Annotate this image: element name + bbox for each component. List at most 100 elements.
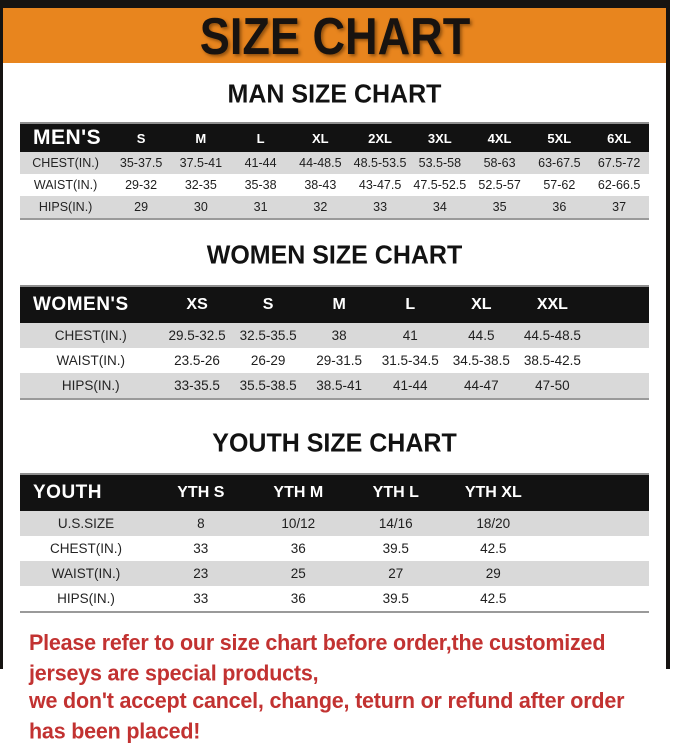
value-cell: 47.5-52.5 (413, 178, 467, 192)
women-size-table: WOMEN'S XS S M L XL XXL CHEST(IN.) 29.5-32.5 32.… (20, 285, 649, 400)
value-cell: 52.5-57 (478, 178, 521, 192)
size-column-header: YTH L (347, 474, 445, 511)
table-corner-label: YOUTH (20, 474, 153, 511)
value-cell: 44-47 (464, 378, 499, 393)
page-title: SIZE CHART (199, 6, 470, 65)
value-cell: 35-37.5 (119, 156, 163, 170)
size-column-header: M (303, 286, 375, 323)
youth-size-table: YOUTH YTH S YTH M YTH L YTH XL U.S.SIZE 8 10/1… (20, 473, 649, 613)
value-cell: 18/20 (476, 516, 511, 531)
value-cell: 25 (290, 566, 306, 581)
row-label-cell: WAIST(IN.) (33, 178, 98, 192)
size-column-header: S (232, 286, 304, 323)
size-column-header: XL (445, 286, 517, 323)
man-size-table: MEN'S S M L XL 2XL 3XL 4XL 5XL 6XL CHEST(IN.) 35-3… (20, 122, 649, 220)
row-label-cell: U.S.SIZE (57, 516, 115, 531)
value-cell: 29 (134, 200, 149, 214)
value-cell: 42.5 (480, 591, 507, 606)
value-cell: 35.5-38.5 (239, 378, 297, 393)
value-cell: 8 (197, 516, 205, 531)
value-cell: 29-32 (125, 178, 158, 192)
value-cell: 38-43 (304, 178, 337, 192)
value-cell: 43-47.5 (358, 178, 402, 192)
size-column-header: M (170, 123, 231, 152)
value-cell: 36 (290, 591, 306, 606)
section-title-man: MAN SIZE CHART (227, 79, 442, 109)
table-row: CHEST(IN.) 29.5-32.5 32.5-35.5 38 41 44.5 44.5… (20, 323, 649, 348)
value-cell: 35-38 (244, 178, 277, 192)
value-cell: 42.5 (480, 541, 507, 556)
size-column-header: XXL (516, 286, 588, 323)
empty-cell (588, 348, 649, 373)
table-header-row: WOMEN'S XS S M L XL XXL (20, 286, 649, 323)
value-cell: 27 (388, 566, 404, 581)
value-cell: 29.5-32.5 (168, 328, 226, 343)
size-column-header: 3XL (409, 123, 470, 152)
value-cell: 67.5-72 (597, 156, 641, 170)
value-cell: 38 (331, 328, 347, 343)
empty-cell (542, 586, 649, 612)
banner: SIZE CHART (3, 6, 666, 65)
value-cell: 41-44 (244, 156, 277, 170)
section-title-youth: YOUTH SIZE CHART (212, 428, 457, 458)
empty-cell (588, 323, 649, 348)
size-column-header: L (230, 123, 291, 152)
value-cell: 38.5-41 (316, 378, 363, 393)
value-cell: 32-35 (184, 178, 217, 192)
women-size-table-wrap: WOMEN'S XS S M L XL XXL CHEST(IN.) 29.5-32.5 32.… (20, 285, 649, 400)
value-cell: 23.5-26 (174, 353, 220, 368)
row-label-cell: CHEST(IN.) (32, 156, 99, 170)
man-size-table-wrap: MEN'S S M L XL 2XL 3XL 4XL 5XL 6XL CHEST(IN.) 35-3… (20, 122, 649, 220)
size-column-header: YTH XL (444, 474, 543, 511)
value-cell: 41-44 (392, 378, 428, 393)
size-column-header: YTH S (152, 474, 250, 511)
value-cell: 63-67.5 (538, 156, 581, 170)
row-label-cell: WAIST(IN.) (56, 353, 126, 368)
table-row: WAIST(IN.) 23.5-26 26-29 29-31.5 31.5-34.5 34… (20, 348, 649, 373)
table-row: WAIST(IN.) 23 25 27 29 (20, 561, 649, 586)
row-label-cell: HIPS(IN.) (38, 200, 93, 214)
value-cell: 35 (492, 200, 507, 214)
disclaimer-line-1: Please refer to our size chart before or… (29, 630, 606, 686)
value-cell: 14/16 (378, 516, 413, 531)
value-cell: 32.5-35.5 (239, 328, 297, 343)
table-row: HIPS(IN.) 33 36 39.5 42.5 (20, 586, 649, 612)
value-cell: 37.5-41 (179, 156, 223, 170)
size-column-header: 4XL (469, 123, 530, 152)
table-row: CHEST(IN.) 33 36 39.5 42.5 (20, 536, 649, 561)
value-cell: 44.5-48.5 (523, 328, 581, 343)
youth-size-table-wrap: YOUTH YTH S YTH M YTH L YTH XL U.S.SIZE 8 10/1… (20, 473, 649, 613)
value-cell: 36 (290, 541, 306, 556)
disclaimer-note: Please refer to our size chart before or… (29, 628, 666, 744)
table-corner-label: MEN'S (20, 123, 112, 152)
row-label-cell: CHEST(IN.) (54, 328, 127, 343)
row-label-cell: CHEST(IN.) (50, 541, 123, 556)
value-cell: 31.5-34.5 (381, 353, 439, 368)
table-row: HIPS(IN.) 29 30 31 32 33 34 35 36 37 (20, 196, 649, 219)
value-cell: 48.5-53.5 (353, 156, 407, 170)
row-label-cell: WAIST(IN.) (51, 566, 121, 581)
value-cell: 31 (253, 200, 268, 214)
row-label-cell: HIPS(IN.) (57, 591, 115, 606)
value-cell: 57-62 (543, 178, 576, 192)
table-header-row: MEN'S S M L XL 2XL 3XL 4XL 5XL 6XL (20, 123, 649, 152)
empty-header-cell (542, 474, 649, 511)
size-column-header: XS (161, 286, 233, 323)
table-row: HIPS(IN.) 33-35.5 35.5-38.5 38.5-41 41-44 44-… (20, 373, 649, 399)
value-cell: 39.5 (382, 591, 409, 606)
value-cell: 58-63 (483, 156, 516, 170)
value-cell: 37 (612, 200, 627, 214)
size-column-header: 6XL (589, 123, 649, 152)
row-label-cell: HIPS(IN.) (61, 378, 120, 393)
size-column-header: 5XL (529, 123, 590, 152)
value-cell: 62-66.5 (597, 178, 641, 192)
disclaimer-line-2: we don't accept cancel, change, teturn o… (29, 688, 625, 744)
table-row: U.S.SIZE 8 10/12 14/16 18/20 (20, 511, 649, 536)
value-cell: 44-48.5 (299, 156, 342, 170)
empty-cell (588, 373, 649, 399)
table-row: CHEST(IN.) 35-37.5 37.5-41 41-44 44-48.5 48.5… (20, 152, 649, 174)
value-cell: 53.5-58 (418, 156, 462, 170)
empty-header-cell (587, 286, 649, 323)
value-cell: 10/12 (281, 516, 316, 531)
